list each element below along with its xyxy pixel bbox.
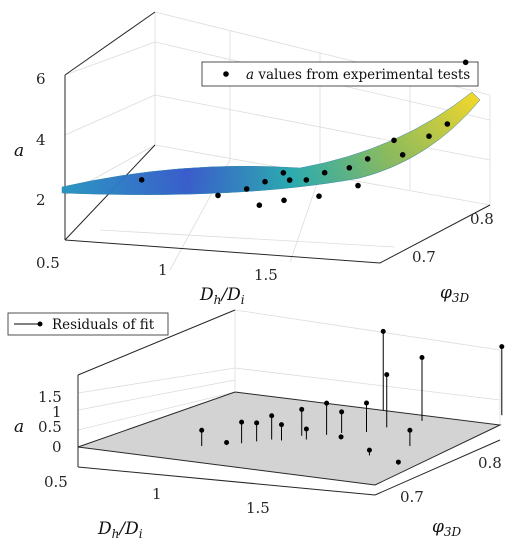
data-point <box>280 170 287 176</box>
residual-point <box>324 400 330 406</box>
top-x-ticks: 0.5 1 1.5 <box>36 254 278 284</box>
residual-point <box>407 427 413 433</box>
bottom-y-axis-label: φ3D <box>432 517 462 539</box>
residual-point <box>239 419 245 425</box>
top-z-axis-label: a <box>14 141 24 161</box>
data-point <box>256 202 263 208</box>
top-legend: a values from experimental tests <box>201 61 479 87</box>
bottom-z-axis-label: a <box>14 417 24 437</box>
legend-entry: Residuals of fit <box>52 317 155 333</box>
data-point <box>321 169 328 176</box>
data-point <box>426 133 432 139</box>
bottom-y-ticks: 0.7 0.8 <box>400 454 502 506</box>
residual-point <box>419 355 425 361</box>
data-point <box>444 121 451 127</box>
fit-surface-shade <box>62 92 480 195</box>
data-point <box>286 177 293 183</box>
data-point <box>138 177 145 183</box>
top-points <box>138 59 469 208</box>
data-point <box>364 156 371 162</box>
data-point <box>316 193 322 199</box>
z-tick: 6 <box>36 70 46 88</box>
bottom-grid <box>77 309 501 431</box>
top-y-axis-label: φ3D <box>440 283 470 305</box>
residual-point <box>224 439 230 445</box>
bottom-points <box>199 328 505 465</box>
bottom-z-ticks: 1.5 1 0.5 0 <box>38 388 62 456</box>
x-tick: 1 <box>152 485 162 503</box>
data-point <box>281 197 287 204</box>
z-tick: 0.5 <box>38 418 62 436</box>
y-tick: 0.8 <box>478 454 502 472</box>
z-tick: 2 <box>36 191 46 209</box>
top-z-ticks: 6 4 2 <box>36 70 46 209</box>
x-tick: 1.5 <box>254 266 278 284</box>
x-tick: 1 <box>158 261 168 279</box>
residual-point <box>269 413 275 419</box>
y-tick: 0.7 <box>412 248 436 266</box>
legend-marker <box>37 321 43 327</box>
legend-entry: a values from experimental tests <box>246 67 470 83</box>
z-tick: 1 <box>52 403 62 421</box>
data-point <box>355 182 361 189</box>
residual-point <box>338 434 344 440</box>
data-point <box>399 152 406 158</box>
x-tick: 0.5 <box>36 254 60 272</box>
bottom-x-ticks: 0.5 1 1.5 <box>44 473 270 517</box>
data-point <box>215 192 221 199</box>
residual-point <box>303 426 309 432</box>
data-point <box>462 59 469 66</box>
top-x-axis-label: Dh/Di <box>199 285 245 307</box>
bottom-axes-frame <box>77 309 501 496</box>
legend-marker <box>223 71 229 77</box>
z-tick: 4 <box>36 131 46 149</box>
zero-plane <box>77 391 502 486</box>
z-tick: 0 <box>52 438 62 456</box>
residual-point <box>364 400 369 406</box>
bottom-plot: 1.5 1 0.5 0 0.5 1 1.5 0.7 0.8 a Dh/Di φ3… <box>7 309 505 541</box>
residual-point <box>299 406 305 412</box>
data-point <box>346 165 353 171</box>
data-point <box>243 186 250 192</box>
z-tick: 1.5 <box>38 388 62 406</box>
x-tick: 0.5 <box>44 473 68 491</box>
x-tick: 1.5 <box>246 499 270 517</box>
residual-point <box>199 427 205 433</box>
residual-point <box>254 420 260 426</box>
data-point <box>262 178 268 185</box>
data-point <box>391 137 397 144</box>
top-y-ticks: 0.7 0.8 <box>412 210 494 266</box>
residual-point <box>279 422 284 428</box>
y-tick: 0.8 <box>470 210 494 228</box>
top-plot: 6 4 2 0.5 1 1.5 0.7 0.8 a Dh/Di φ3D a va… <box>14 11 494 307</box>
residual-point <box>339 409 345 415</box>
residual-point <box>384 372 390 378</box>
residual-point <box>499 344 505 350</box>
residual-point <box>366 447 372 453</box>
residual-point <box>380 328 386 334</box>
y-tick: 0.7 <box>400 488 424 506</box>
bottom-legend: Residuals of fit <box>7 312 169 336</box>
residual-point <box>395 459 401 465</box>
data-point <box>303 177 310 183</box>
bottom-x-axis-label: Dh/Di <box>97 519 143 541</box>
